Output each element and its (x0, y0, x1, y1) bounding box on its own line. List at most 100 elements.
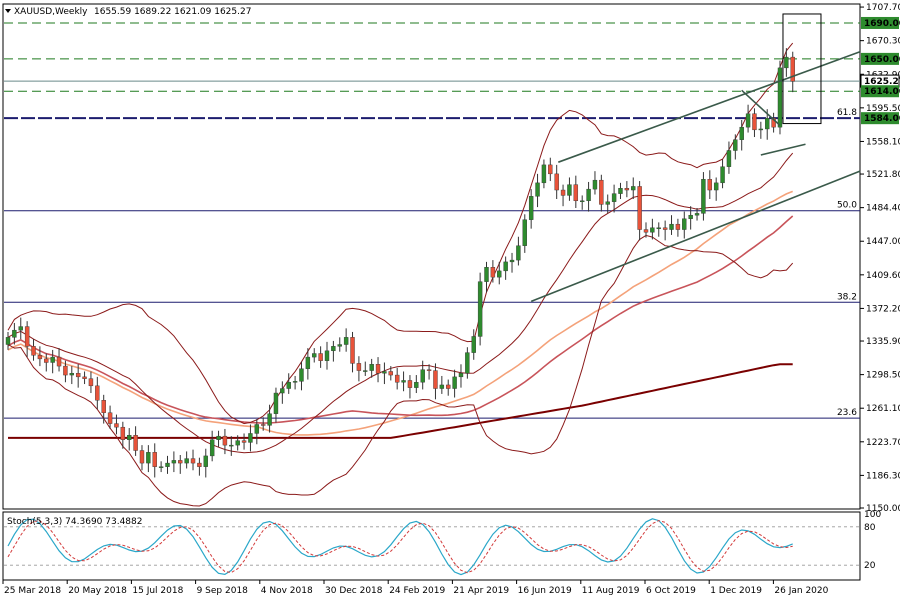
candle-body (114, 423, 119, 428)
moving-average-light (7, 190, 793, 436)
date-tick-label: 9 Sep 2018 (197, 586, 249, 596)
candle-body (662, 227, 668, 230)
channel-upper-line (558, 50, 861, 163)
candle-body (273, 392, 279, 414)
candle-body (356, 363, 362, 371)
candle-body (63, 365, 68, 376)
candle-body (401, 380, 406, 383)
candle-body (650, 227, 655, 233)
candle-body (573, 184, 579, 202)
candle-body (528, 196, 534, 220)
candle-body (369, 364, 374, 371)
price-level-box-label: 1584.00 (864, 114, 900, 124)
date-tick-label: 26 Jan 2020 (774, 586, 828, 596)
price-level-box-label: 1625.27 (864, 77, 900, 87)
candle-body (82, 376, 87, 379)
candle-body (777, 67, 783, 128)
candle-body (382, 371, 387, 374)
candle-body (292, 381, 298, 383)
stoch-panel-frame (2, 511, 861, 581)
candle-body (535, 182, 540, 197)
candle-body (675, 223, 681, 230)
candle-body (120, 426, 126, 440)
candle-body (471, 336, 476, 353)
candle-body (286, 382, 291, 389)
candle-body (331, 346, 336, 352)
fib-level-label: 61.8 (837, 108, 857, 118)
candle-body (439, 384, 445, 389)
candle-body (592, 179, 598, 190)
candle-body (758, 128, 764, 131)
date-tick-label: 30 Dec 2018 (325, 586, 383, 596)
candle-body (414, 382, 419, 388)
date-tick-label: 21 Apr 2019 (453, 586, 509, 596)
candle-body (631, 186, 636, 191)
candle-body (184, 458, 189, 464)
candle-body (497, 270, 502, 278)
candle-body (31, 346, 36, 356)
candle-body (56, 356, 62, 367)
candle-body (44, 358, 49, 363)
candle-body (548, 164, 553, 175)
date-tick-label: 15 Jul 2018 (132, 586, 183, 596)
candle-body (688, 214, 693, 219)
candle-body (541, 164, 547, 184)
candle-body (254, 424, 260, 434)
dropdown-triangle-icon[interactable] (5, 9, 11, 13)
candle-body (701, 179, 706, 214)
candle-body (516, 245, 521, 261)
candle-body (560, 189, 566, 196)
candle-body (733, 139, 738, 151)
bollinger-middle (7, 152, 794, 454)
candle-body (771, 117, 776, 128)
candle-body (637, 186, 642, 230)
candle-body (739, 126, 744, 140)
stoch-level-label: 20 (864, 561, 876, 571)
candle-body (426, 369, 432, 371)
price-tick-label: 1670.30 (866, 37, 900, 47)
candle-body (337, 344, 342, 347)
bollinger-lower (7, 234, 794, 507)
candle-body (420, 369, 425, 383)
price-tick-label: 1409.60 (866, 271, 900, 281)
ohlc-values: 1655.59 1689.22 1621.09 1625.27 (94, 7, 251, 17)
candle-body (446, 384, 451, 389)
candle-body (726, 150, 732, 167)
candle-body (178, 460, 183, 464)
candle-body (5, 337, 11, 345)
price-tick-label: 1298.50 (866, 371, 900, 381)
candle-body (146, 452, 151, 464)
price-level-box-label: 1690.00 (864, 19, 900, 29)
candle-body (388, 371, 393, 376)
candle-body (299, 368, 304, 382)
price-tick-label: 1186.30 (866, 471, 900, 481)
candle-body (580, 200, 585, 203)
candle-body (133, 435, 138, 451)
price-tick-label: 1707.70 (866, 3, 900, 13)
candle-body (669, 223, 674, 230)
candle-body (707, 179, 712, 191)
wedge-lower-line (760, 143, 806, 156)
candle-body (318, 353, 323, 361)
date-tick-label: 20 May 2018 (68, 586, 127, 596)
candle-body (624, 188, 630, 191)
price-level-box (861, 16, 899, 29)
candle-body (280, 388, 285, 394)
candle-body (203, 455, 208, 467)
candle-body (375, 364, 381, 374)
stoch-label: Stoch(5,3,3) 74.3690 73.4882 (7, 517, 142, 527)
candle-body (158, 466, 164, 468)
candle-body (618, 188, 623, 194)
candle-body (752, 113, 757, 131)
candle-body (656, 227, 661, 229)
candle-body (745, 113, 751, 128)
candle-body (682, 218, 687, 230)
price-tick-label: 1558.10 (866, 137, 900, 147)
candle-body (611, 193, 617, 202)
price-tick-label: 1261.10 (866, 404, 900, 414)
candle-body (554, 173, 559, 191)
candle-body (509, 259, 515, 263)
candle-body (37, 355, 43, 360)
stoch-k-line (7, 518, 793, 576)
